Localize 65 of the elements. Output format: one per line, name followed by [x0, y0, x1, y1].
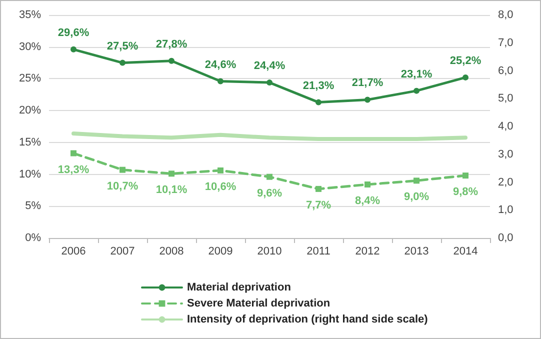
data-label: 21,3%: [302, 80, 334, 92]
legend-label: Intensity of deprivation (right hand side scale): [187, 314, 428, 326]
y2-tick-label: 7,0: [498, 36, 514, 49]
data-label: 13,3%: [58, 164, 90, 176]
point: [120, 60, 126, 66]
point: [266, 174, 272, 180]
data-label: 9,6%: [256, 187, 282, 200]
x-tick-label: 2007: [110, 246, 135, 258]
data-label: 9,8%: [452, 186, 478, 198]
x-tick-label: 2010: [257, 246, 282, 258]
point: [168, 170, 174, 177]
point: [364, 181, 370, 188]
y-tick-label: 15%: [18, 136, 42, 148]
x-tick-label: 2008: [159, 246, 184, 258]
y2-tick-label: 5,0: [498, 92, 514, 105]
y-tick-label: 30%: [18, 40, 42, 53]
x-tick-label: 2011: [306, 246, 330, 258]
data-label: 9,0%: [404, 191, 430, 204]
data-label: 10,7%: [106, 180, 138, 192]
point: [364, 96, 370, 103]
x-tick-label: 2009: [208, 246, 233, 258]
point: [266, 80, 272, 86]
point: [70, 46, 76, 52]
x-tick-label: 2014: [453, 246, 478, 258]
data-label: 27,8%: [156, 38, 188, 50]
point: [218, 167, 224, 174]
point: [120, 166, 126, 173]
point: [316, 99, 322, 106]
y-tick-label: 5%: [25, 200, 42, 212]
data-label: 29,6%: [58, 26, 90, 39]
x-tick-label: 2006: [61, 246, 86, 258]
data-label: 27,5%: [106, 40, 138, 52]
legend-label: Material deprivation: [187, 282, 292, 294]
y-tick-label: 35%: [18, 9, 42, 21]
y2-tick-label: 1,0: [498, 204, 514, 216]
point: [414, 178, 420, 184]
point: [414, 88, 420, 94]
y2-tick-label: 6,0: [498, 64, 514, 77]
y2-tick-label: 8,0: [498, 9, 514, 21]
y2-tick-label: 4,0: [498, 120, 514, 132]
data-label: 24,4%: [254, 60, 286, 72]
legend-label: Severe Material deprivation: [187, 298, 330, 310]
data-label: 23,1%: [400, 68, 432, 80]
point: [462, 74, 468, 80]
point: [218, 78, 224, 84]
y-tick-label: 0%: [25, 232, 42, 244]
data-label: 21,7%: [352, 77, 384, 90]
data-label: 10,1%: [156, 184, 188, 196]
x-tick-label: 2012: [355, 246, 380, 258]
y-tick-label: 25%: [18, 72, 42, 85]
y-tick-label: 10%: [18, 168, 42, 180]
data-label: 8,4%: [354, 194, 380, 207]
point: [70, 150, 76, 156]
point: [462, 172, 468, 179]
data-label: 25,2%: [450, 54, 482, 67]
data-label: 10,6%: [204, 180, 236, 193]
x-tick-label: 2013: [404, 246, 429, 258]
y2-tick-label: 3,0: [498, 148, 514, 160]
data-label: 24,6%: [204, 58, 236, 71]
point: [168, 58, 174, 64]
data-label: 7,7%: [306, 199, 332, 212]
y-tick-label: 20%: [18, 104, 42, 117]
y2-tick-label: 0,0: [498, 232, 514, 244]
point: [316, 186, 322, 192]
y2-tick-label: 2,0: [498, 176, 514, 188]
